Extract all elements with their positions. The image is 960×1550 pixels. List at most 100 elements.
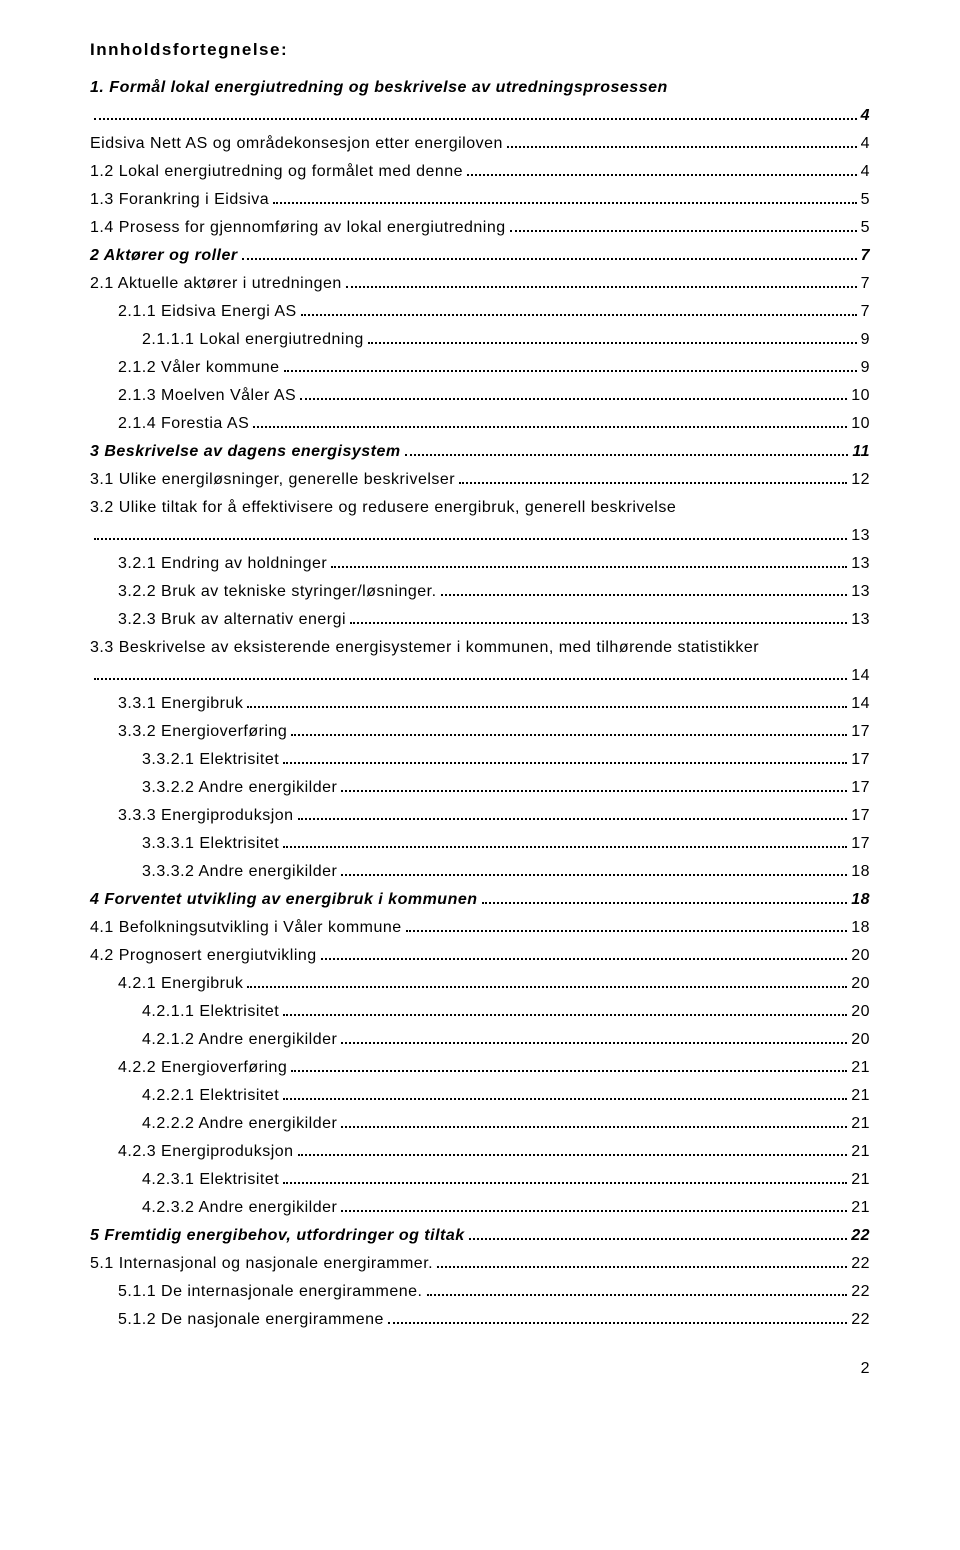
toc-dot-leader [283, 752, 847, 764]
toc-entry: 3.2 Ulike tiltak for å effektivisere og … [90, 494, 870, 550]
toc-entry-page: 17 [851, 830, 870, 858]
toc-entry: 2.1.1 Eidsiva Energi AS 7 [90, 298, 870, 326]
toc-entry-label: 3.2 Ulike tiltak for å effektivisere og … [90, 494, 870, 522]
toc-dot-leader [467, 164, 857, 176]
toc-entry-page: 9 [861, 326, 870, 354]
toc-entry: 4.1 Befolkningsutvikling i Våler kommune… [90, 914, 870, 942]
toc-entry: 2.1 Aktuelle aktører i utredningen7 [90, 270, 870, 298]
toc-entry-label: 3.3.3.2 Andre energikilder [142, 858, 337, 886]
toc-entry: 3 Beskrivelse av dagens energisystem 11 [90, 438, 870, 466]
toc-entry: 4.2.3 Energiproduksjon21 [90, 1138, 870, 1166]
toc-dot-leader [437, 1256, 847, 1268]
toc-dot-leader [341, 864, 847, 876]
toc-entry-page: 10 [851, 410, 870, 438]
toc-dot-leader [301, 304, 857, 316]
toc-entry-label: 4.1 Befolkningsutvikling i Våler kommune [90, 914, 402, 942]
toc-entry-page: 11 [852, 438, 870, 466]
toc-entry-page: 13 [851, 578, 870, 606]
toc-entry: 2.1.4 Forestia AS10 [90, 410, 870, 438]
toc-dot-leader [507, 136, 857, 148]
toc-entry-label: Eidsiva Nett AS og områdekonsesjon etter… [90, 130, 503, 158]
toc-entry: 4.2.1.1 Elektrisitet20 [90, 998, 870, 1026]
toc-entry: 2.1.1.1 Lokal energiutredning 9 [90, 326, 870, 354]
toc-dot-leader [331, 556, 847, 568]
toc-dot-leader [341, 1116, 847, 1128]
toc-entry: 2.1.3 Moelven Våler AS10 [90, 382, 870, 410]
toc-entry-label: 3.2.2 Bruk av tekniske styringer/løsning… [118, 578, 437, 606]
toc-entry: 5.1 Internasjonal og nasjonale energiram… [90, 1250, 870, 1278]
toc-entry-page: 22 [851, 1250, 870, 1278]
toc-entry-page: 13 [851, 550, 870, 578]
toc-dot-leader [350, 612, 847, 624]
toc-entry-page: 4 [861, 158, 870, 186]
toc-entry: 3.3.2 Energioverføring17 [90, 718, 870, 746]
toc-dot-leader [273, 192, 856, 204]
toc-entry: 5.1.2 De nasjonale energirammene 22 [90, 1306, 870, 1334]
toc-entry: 3.2.1 Endring av holdninger13 [90, 550, 870, 578]
toc-entry-label: 4.2.3.2 Andre energikilder [142, 1194, 337, 1222]
toc-entry-page: 21 [851, 1138, 870, 1166]
toc-entry-page: 21 [851, 1082, 870, 1110]
toc-entry-label: 3 Beskrivelse av dagens energisystem [90, 438, 401, 466]
toc-dot-leader [427, 1284, 848, 1296]
toc-entry-label: 5.1 Internasjonal og nasjonale energiram… [90, 1250, 433, 1278]
toc-entry-label: 2.1.2 Våler kommune [118, 354, 280, 382]
toc-entry-page: 22 [851, 1306, 870, 1334]
toc-entry-page: 17 [851, 718, 870, 746]
toc-entry: 3.3 Beskrivelse av eksisterende energisy… [90, 634, 870, 690]
toc-entry: 4.2.2.2 Andre energikilder 21 [90, 1110, 870, 1138]
toc-dot-leader [284, 360, 857, 372]
toc-entry-label: 1.3 Forankring i Eidsiva [90, 186, 269, 214]
toc-entry-label: 4.2.2.2 Andre energikilder [142, 1110, 337, 1138]
toc-entry-page: 20 [851, 1026, 870, 1054]
toc-entry-page: 21 [851, 1166, 870, 1194]
toc-entry-label: 1.4 Prosess for gjennomføring av lokal e… [90, 214, 506, 242]
toc-entry-page: 18 [851, 858, 870, 886]
toc-entry-page: 4 [861, 102, 870, 130]
toc-dot-leader [469, 1228, 848, 1240]
toc-entry: 3.3.2.1 Elektrisitet17 [90, 746, 870, 774]
toc-dot-leader [341, 1032, 847, 1044]
toc-entry-page: 17 [851, 746, 870, 774]
toc-entry: 4 Forventet utvikling av energibruk i ko… [90, 886, 870, 914]
toc-dot-leader [441, 584, 848, 596]
toc-dot-leader [346, 276, 857, 288]
toc-entry: 3.1 Ulike energiløsninger, generelle bes… [90, 466, 870, 494]
toc-entry-page: 18 [851, 886, 870, 914]
toc-entry-label: 3.3.3.1 Elektrisitet [142, 830, 279, 858]
toc-entry: 1.3 Forankring i Eidsiva5 [90, 186, 870, 214]
toc-entry-label: 3.3.1 Energibruk [118, 690, 243, 718]
toc-list: 1. Formål lokal energiutredning og beskr… [90, 74, 870, 1334]
toc-entry-page: 21 [851, 1110, 870, 1138]
toc-entry: 2 Aktører og roller7 [90, 242, 870, 270]
toc-dot-leader [368, 332, 857, 344]
toc-entry-label: 5.1.2 De nasjonale energirammene [118, 1306, 384, 1334]
toc-dot-leader [247, 976, 847, 988]
toc-entry-page: 10 [851, 382, 870, 410]
toc-entry-label: 2.1.1 Eidsiva Energi AS [118, 298, 297, 326]
page-number: 2 [90, 1360, 870, 1378]
toc-entry: 4.2.1.2 Andre energikilder20 [90, 1026, 870, 1054]
toc-entry-label: 4.2.3.1 Elektrisitet [142, 1166, 279, 1194]
toc-entry-page: 5 [861, 214, 870, 242]
toc-entry-label: 2.1.1.1 Lokal energiutredning [142, 326, 364, 354]
toc-entry: 3.3.3 Energiproduksjon17 [90, 802, 870, 830]
toc-dot-leader [321, 948, 848, 960]
toc-entry: 3.3.1 Energibruk14 [90, 690, 870, 718]
toc-entry-page: 21 [851, 1194, 870, 1222]
toc-dot-leader [459, 472, 847, 484]
toc-entry-page: 7 [861, 298, 870, 326]
toc-entry-label: 3.3.3 Energiproduksjon [118, 802, 294, 830]
toc-entry: 3.2.2 Bruk av tekniske styringer/løsning… [90, 578, 870, 606]
toc-dot-leader [283, 1004, 847, 1016]
toc-entry-page: 21 [851, 1054, 870, 1082]
toc-entry-label: 4.2.2.1 Elektrisitet [142, 1082, 279, 1110]
toc-dot-leader [298, 1144, 848, 1156]
toc-entry-page: 22 [851, 1222, 870, 1250]
toc-entry-page: 7 [861, 242, 870, 270]
toc-dot-leader [341, 780, 847, 792]
toc-entry: 5.1.1 De internasjonale energirammene.22 [90, 1278, 870, 1306]
toc-entry: 1.2 Lokal energiutredning og formålet me… [90, 158, 870, 186]
toc-entry-page: 14 [851, 662, 870, 690]
toc-entry-label: 5.1.1 De internasjonale energirammene. [118, 1278, 423, 1306]
